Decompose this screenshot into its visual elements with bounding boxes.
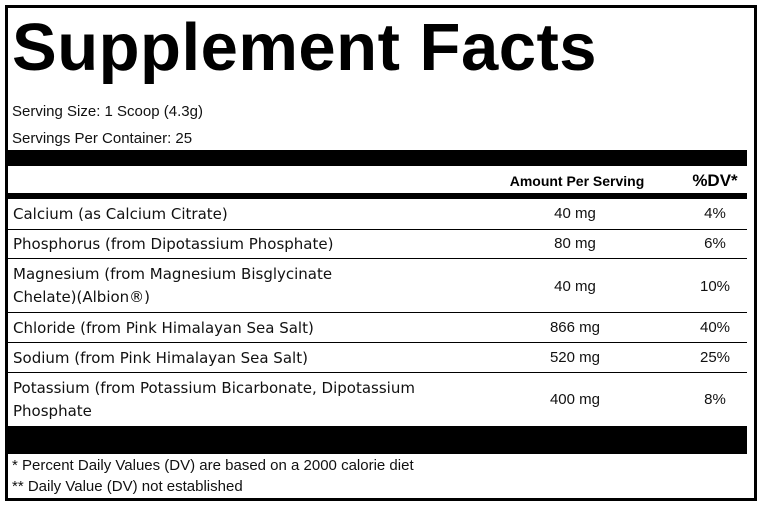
servings-per-container: Servings Per Container: 25 (12, 130, 193, 147)
dv-header: %DV* (692, 171, 738, 190)
nutrient-name-line1: Magnesium (from Magnesium Bisglycinate (13, 265, 333, 283)
table-row: Chloride (from Pink Himalayan Sea Salt) … (7, 312, 747, 343)
nutrient-amount: 40 mg (554, 278, 596, 295)
nutrient-amount: 400 mg (549, 391, 601, 408)
nutrient-amount: 40 mg (554, 205, 596, 222)
footnote-not-established: ** Daily Value (DV) not established (12, 478, 243, 495)
nutrient-dv: 6% (704, 235, 726, 252)
serving-size: Serving Size: 1 Scoop (4.3g) (12, 103, 203, 120)
top-thick-divider (7, 150, 747, 166)
nutrient-dv: 25% (699, 349, 731, 366)
nutrient-amount: 866 mg (549, 319, 601, 336)
header-divider (7, 193, 747, 199)
nutrient-name: Sodium (from Pink Himalayan Sea Salt) (13, 349, 308, 367)
amount-per-serving-header: Amount Per Serving (509, 173, 645, 189)
nutrient-name: Phosphorus (from Dipotassium Phosphate) (13, 235, 334, 253)
table-row: Magnesium (from Magnesium Bisglycinate C… (7, 258, 747, 312)
table-row: Potassium (from Potassium Bicarbonate, D… (7, 372, 747, 426)
nutrient-amount: 80 mg (554, 235, 596, 252)
nutrient-amount: 520 mg (549, 349, 601, 366)
nutrient-dv: 8% (704, 391, 726, 408)
nutrient-dv: 4% (704, 205, 726, 222)
bottom-thick-divider (7, 426, 747, 454)
table-row: Sodium (from Pink Himalayan Sea Salt) 52… (7, 342, 747, 373)
nutrient-name: Calcium (as Calcium Citrate) (13, 205, 228, 223)
footnote-dv: * Percent Daily Values (DV) are based on… (12, 457, 414, 474)
supplement-facts-panel (5, 5, 757, 501)
nutrient-name: Chloride (from Pink Himalayan Sea Salt) (13, 319, 314, 337)
nutrient-name-line1: Potassium (from Potassium Bicarbonate, D… (13, 379, 415, 397)
nutrient-name-line2: Phosphate (13, 402, 92, 420)
nutrient-dv: 10% (699, 278, 731, 295)
panel-title: Supplement Facts (12, 10, 598, 85)
table-row: Calcium (as Calcium Citrate) 40 mg 4% (7, 199, 747, 230)
nutrient-name-line2: Chelate)(Albion®) (13, 288, 151, 306)
table-row: Phosphorus (from Dipotassium Phosphate) … (7, 229, 747, 259)
nutrient-dv: 40% (699, 319, 731, 336)
